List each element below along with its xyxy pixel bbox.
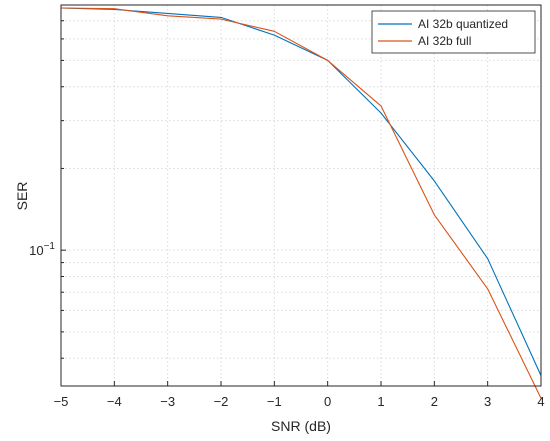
x-axis-label: SNR (dB)	[271, 418, 331, 434]
y-axis-label: SER	[14, 182, 30, 211]
x-tick-label: −2	[214, 394, 229, 409]
x-tick-label: −1	[267, 394, 282, 409]
plot-area-frame	[60, 4, 542, 387]
series-line	[60, 7, 542, 399]
legend: AI 32b quantized AI 32b full	[371, 10, 536, 54]
series-line	[60, 7, 542, 376]
legend-entry-label: AI 32b full	[418, 34, 471, 48]
x-tick-label: 4	[537, 394, 544, 409]
x-tick-label: −5	[54, 394, 69, 409]
x-tick-label: 2	[431, 394, 438, 409]
grid-lines	[61, 5, 541, 386]
legend-box	[371, 10, 536, 54]
series-lines	[60, 7, 542, 399]
x-tick-label: −4	[107, 394, 122, 409]
x-tick-label: −3	[160, 394, 175, 409]
x-tick-label: 0	[324, 394, 331, 409]
y-tick-label: 10−1	[29, 241, 55, 258]
legend-entry-label: AI 32b quantized	[418, 17, 508, 31]
x-tick-label: 1	[377, 394, 384, 409]
axis-ticks: −5 −4 −3 −2 −1 0 1 2 3 4 10−1	[29, 20, 545, 409]
x-tick-label: 3	[484, 394, 491, 409]
